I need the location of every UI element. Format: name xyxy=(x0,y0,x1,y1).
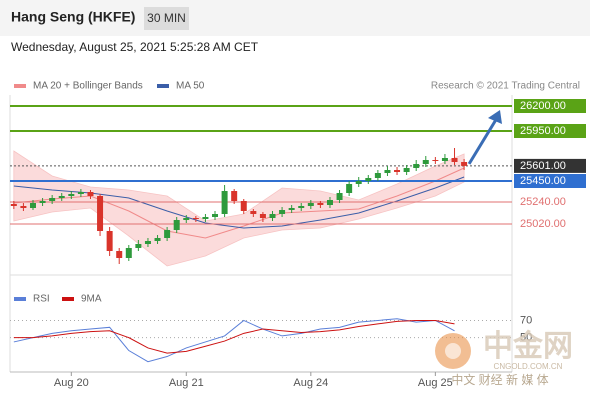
level-box xyxy=(514,99,586,113)
legend-swatch xyxy=(157,84,169,88)
candle-body xyxy=(39,201,46,203)
watermark-logo xyxy=(445,343,461,359)
header-bar xyxy=(0,0,590,36)
candle-body xyxy=(394,170,401,172)
legend-label: MA 50 xyxy=(176,81,205,92)
date: Wednesday, August 25, 2021 5:25:28 AM CE… xyxy=(11,40,259,54)
y-tick-label: 70 xyxy=(520,314,532,326)
candle-body xyxy=(231,191,238,201)
candle-body xyxy=(355,181,362,184)
legend-label: 9MA xyxy=(81,294,102,305)
candle-body xyxy=(317,203,324,205)
candle-body xyxy=(413,164,420,168)
level-label: 25020.00 xyxy=(520,218,566,230)
x-tick-label: Aug 20 xyxy=(54,377,89,389)
candle-body xyxy=(192,218,199,219)
candle-body xyxy=(87,192,94,196)
candle-body xyxy=(365,178,372,181)
candle-body xyxy=(422,160,429,164)
candle-body xyxy=(336,193,343,200)
candle-body xyxy=(441,158,448,161)
rsi-line xyxy=(13,319,455,354)
x-tick-label: Aug 25 xyxy=(418,377,453,389)
y-tick-label: 50 xyxy=(520,332,532,344)
watermark-site: CNGOLD.COM.CN xyxy=(494,362,563,371)
candle-body xyxy=(403,168,410,172)
candle-body xyxy=(240,201,247,211)
candle-body xyxy=(269,214,276,218)
legend-label: MA 20 + Bollinger Bands xyxy=(33,81,143,92)
candle-body xyxy=(346,184,353,193)
level-label: 25950.00 xyxy=(520,125,566,137)
level-label: 25240.00 xyxy=(520,196,566,208)
candle-body xyxy=(374,173,381,178)
watermark-name: 中金网 xyxy=(483,329,573,363)
candle-body xyxy=(29,203,36,208)
legend-label: RSI xyxy=(33,294,50,305)
x-tick-label: Aug 24 xyxy=(293,377,328,389)
candle-body xyxy=(10,204,17,206)
credit: Research © 2021 Trading Central xyxy=(431,81,580,92)
level-box xyxy=(514,124,586,138)
candle-body xyxy=(298,206,305,208)
candle-body xyxy=(49,198,56,201)
candle-body xyxy=(326,200,333,205)
candle-body xyxy=(451,158,458,162)
legend-swatch xyxy=(14,84,26,88)
candle-body xyxy=(259,214,266,218)
candle-body xyxy=(250,211,257,214)
level-label: 25450.00 xyxy=(520,175,566,187)
arrow-head xyxy=(488,110,502,124)
candle-body xyxy=(384,170,391,173)
candle-body xyxy=(461,162,468,166)
chart-title: Hang Seng (HKFE) xyxy=(11,9,135,25)
rsi-line xyxy=(13,318,455,363)
candle-body xyxy=(58,196,65,198)
level-label: 25601.00 xyxy=(520,160,566,172)
timeframe: 30 MIN xyxy=(147,11,186,25)
candle-body xyxy=(135,244,142,248)
legend-swatch xyxy=(62,297,74,301)
candle-body xyxy=(77,192,84,194)
candle-body xyxy=(125,248,132,258)
candle-body xyxy=(202,217,209,219)
candle-body xyxy=(221,191,228,214)
arrow xyxy=(467,117,499,165)
level-box xyxy=(514,158,586,173)
candle-body xyxy=(279,210,286,214)
level-box xyxy=(514,174,586,188)
candle-body xyxy=(212,214,219,217)
timeframe-box xyxy=(144,7,189,30)
candle-body xyxy=(116,251,123,258)
candle-body xyxy=(173,220,180,230)
candle-body xyxy=(164,230,171,238)
x-tick-label: Aug 21 xyxy=(169,377,204,389)
level-label: 26200.00 xyxy=(520,100,566,112)
candle-body xyxy=(144,241,151,244)
candle-body xyxy=(183,218,190,220)
candle-body xyxy=(432,160,439,161)
candle-body xyxy=(154,238,161,241)
legend-swatch xyxy=(14,297,26,301)
candle-body xyxy=(307,203,314,206)
candle-body xyxy=(97,196,104,231)
candle-body xyxy=(68,194,75,196)
watermark-slogan: 中文 财经 新 媒 体 xyxy=(451,372,548,387)
candle-body xyxy=(288,208,295,210)
candle-body xyxy=(106,231,113,251)
candle-body xyxy=(20,206,27,208)
